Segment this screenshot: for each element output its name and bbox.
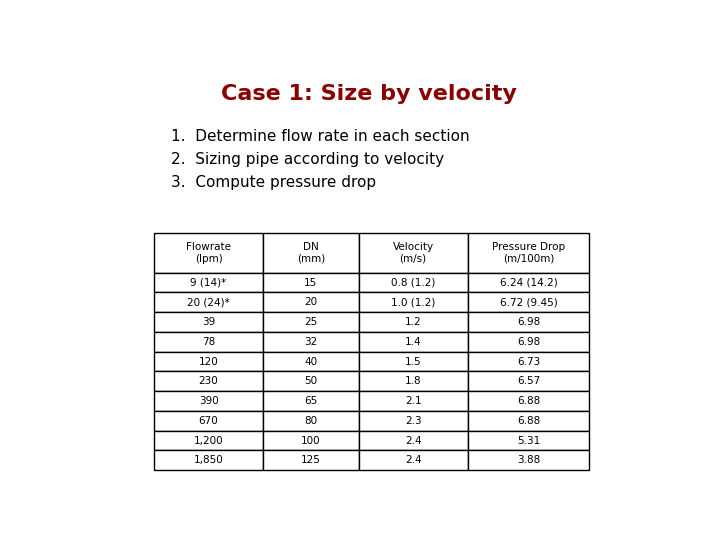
Bar (263, 411, 359, 431)
Text: 100: 100 (301, 436, 320, 446)
Text: 6.57: 6.57 (517, 376, 540, 386)
Text: 39: 39 (202, 317, 215, 327)
Bar (467, 273, 590, 293)
Bar (154, 391, 263, 411)
Text: 80: 80 (305, 416, 318, 426)
Text: 6.88: 6.88 (517, 396, 540, 406)
Text: 15: 15 (305, 278, 318, 288)
Text: Case 1: Size by velocity: Case 1: Size by velocity (221, 84, 517, 104)
Bar (359, 293, 467, 312)
Text: 1.5: 1.5 (405, 356, 421, 367)
Bar (467, 233, 590, 273)
Bar (154, 312, 263, 332)
Text: 6.98: 6.98 (517, 337, 540, 347)
Bar (154, 450, 263, 470)
Text: 5.31: 5.31 (517, 436, 540, 446)
Text: Velocity
(m/s): Velocity (m/s) (392, 242, 433, 264)
Bar (263, 332, 359, 352)
Bar (359, 372, 467, 391)
Text: 25: 25 (305, 317, 318, 327)
Bar (467, 352, 590, 372)
Bar (154, 411, 263, 431)
Text: 50: 50 (305, 376, 318, 386)
Text: 32: 32 (305, 337, 318, 347)
Text: 1.2: 1.2 (405, 317, 421, 327)
Text: 2.3: 2.3 (405, 416, 421, 426)
Text: 9 (14)*: 9 (14)* (191, 278, 227, 288)
Bar (263, 352, 359, 372)
Bar (154, 233, 263, 273)
Text: 390: 390 (199, 396, 218, 406)
Bar (263, 293, 359, 312)
Text: 120: 120 (199, 356, 218, 367)
Bar (154, 372, 263, 391)
Bar (263, 450, 359, 470)
Bar (154, 431, 263, 450)
Text: 3.88: 3.88 (517, 455, 540, 465)
Text: 20 (24)*: 20 (24)* (187, 298, 230, 307)
Bar (359, 233, 467, 273)
Text: 1.8: 1.8 (405, 376, 421, 386)
Text: 2.  Sizing pipe according to velocity: 2. Sizing pipe according to velocity (171, 152, 444, 167)
Bar (359, 332, 467, 352)
Bar (263, 391, 359, 411)
Text: 6.73: 6.73 (517, 356, 540, 367)
Bar (467, 391, 590, 411)
Bar (467, 372, 590, 391)
Bar (154, 293, 263, 312)
Text: 125: 125 (301, 455, 321, 465)
Text: 20: 20 (305, 298, 318, 307)
Text: 2.4: 2.4 (405, 436, 421, 446)
Bar (154, 273, 263, 293)
Bar (467, 431, 590, 450)
Bar (154, 352, 263, 372)
Bar (467, 332, 590, 352)
Text: 3.  Compute pressure drop: 3. Compute pressure drop (171, 175, 376, 190)
Text: 1,200: 1,200 (194, 436, 223, 446)
Bar (263, 312, 359, 332)
Bar (467, 411, 590, 431)
Text: 1.0 (1.2): 1.0 (1.2) (391, 298, 436, 307)
Text: 670: 670 (199, 416, 218, 426)
Bar (263, 372, 359, 391)
Text: 2.1: 2.1 (405, 396, 421, 406)
Text: 78: 78 (202, 337, 215, 347)
Text: DN
(mm): DN (mm) (297, 242, 325, 264)
Bar (359, 352, 467, 372)
Bar (154, 332, 263, 352)
Bar (467, 312, 590, 332)
Bar (467, 293, 590, 312)
Text: 0.8 (1.2): 0.8 (1.2) (391, 278, 436, 288)
Bar (359, 273, 467, 293)
Text: 65: 65 (305, 396, 318, 406)
Bar (359, 391, 467, 411)
Bar (467, 450, 590, 470)
Bar (359, 312, 467, 332)
Text: 40: 40 (305, 356, 318, 367)
Text: 1.4: 1.4 (405, 337, 421, 347)
Text: 6.88: 6.88 (517, 416, 540, 426)
Text: 2.4: 2.4 (405, 455, 421, 465)
Text: 6.98: 6.98 (517, 317, 540, 327)
Bar (359, 450, 467, 470)
Bar (263, 233, 359, 273)
Text: Flowrate
(lpm): Flowrate (lpm) (186, 242, 231, 264)
Text: 1.  Determine flow rate in each section: 1. Determine flow rate in each section (171, 129, 469, 144)
Text: 1,850: 1,850 (194, 455, 223, 465)
Text: 6.72 (9.45): 6.72 (9.45) (500, 298, 557, 307)
Bar (359, 411, 467, 431)
Text: 6.24 (14.2): 6.24 (14.2) (500, 278, 557, 288)
Bar (263, 431, 359, 450)
Text: 230: 230 (199, 376, 218, 386)
Bar (263, 273, 359, 293)
Bar (359, 431, 467, 450)
Text: Pressure Drop
(m/100m): Pressure Drop (m/100m) (492, 242, 565, 264)
